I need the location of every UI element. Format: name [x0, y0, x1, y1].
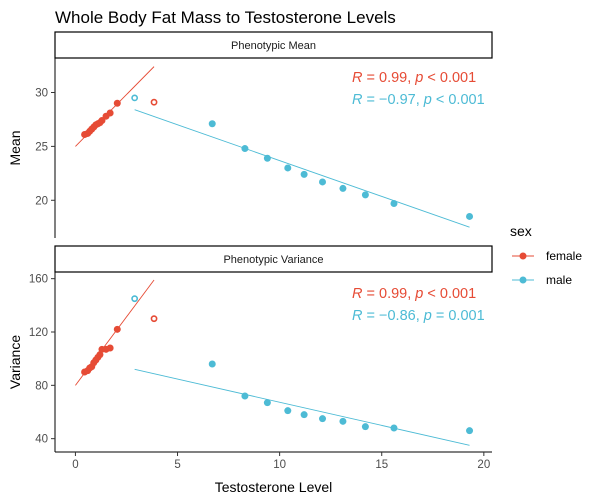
x-axis-title: Testosterone Level — [215, 479, 333, 495]
point-male-variance — [466, 427, 474, 435]
correlation-label-male-mean: R = −0.97, p < 0.001 — [352, 92, 485, 108]
point-male-mean — [263, 154, 271, 162]
point-male-mean — [361, 191, 369, 199]
x-tick-label: 10 — [273, 459, 286, 471]
legend: sex female male — [510, 223, 582, 287]
point-male-mean — [390, 200, 398, 208]
point-male-mean — [319, 178, 327, 186]
correlation-label-male-variance: R = −0.86, p = 0.001 — [352, 308, 485, 324]
y-tick-label-variance: 120 — [29, 327, 48, 339]
point-male-variance — [241, 392, 249, 400]
point-male-mean — [339, 184, 347, 192]
legend-female-label: female — [546, 249, 582, 263]
y-tick-label-variance: 80 — [35, 380, 48, 392]
y-tick-label-mean: 25 — [35, 141, 48, 153]
point-male-mean — [208, 120, 216, 128]
point-male-mean — [300, 170, 308, 178]
point-female-mean — [106, 109, 114, 117]
x-tick-label: 0 — [72, 459, 78, 471]
strip-mean — [54, 31, 493, 59]
strip-label-mean: Phenotypic Mean — [231, 40, 316, 52]
legend-female-marker — [519, 252, 527, 260]
y-tick-label-mean: 30 — [35, 87, 48, 99]
chart-title: Whole Body Fat Mass to Testosterone Leve… — [55, 8, 396, 27]
point-male-variance — [300, 411, 308, 419]
correlation-label-female-variance: R = 0.99, p < 0.001 — [352, 286, 476, 302]
point-male-variance — [339, 417, 347, 425]
point-male-mean — [241, 145, 249, 153]
y-axis-title-mean: Mean — [7, 130, 23, 165]
x-tick-label: 15 — [375, 459, 388, 471]
y-tick-label-variance: 40 — [35, 434, 48, 446]
fit-line-male-mean — [134, 109, 470, 228]
panel-phenotypic-mean: Phenotypic Mean — [54, 31, 493, 59]
point-female-mean — [113, 99, 121, 107]
panel-phenotypic-variance: Phenotypic Variance — [54, 245, 493, 273]
correlation-label-female-mean: R = 0.99, p < 0.001 — [352, 70, 476, 86]
fit-line-male-variance — [134, 368, 470, 446]
strip-label-variance: Phenotypic Variance — [223, 254, 323, 266]
y-axis-title-variance: Variance — [7, 335, 23, 389]
point-female-variance — [96, 351, 104, 359]
x-tick-label: 5 — [174, 459, 180, 471]
y-tick-label-variance: 160 — [29, 274, 48, 286]
point-female-variance — [106, 344, 114, 352]
point-male-variance — [361, 423, 369, 431]
point-female-variance — [113, 325, 121, 333]
point-male-variance — [390, 424, 398, 432]
outlier-male-variance — [131, 295, 139, 303]
plot-area-variance: 40 80 120 160 0 5 10 15 20 R = 0.99, p < 0.001 R =… — [29, 272, 492, 471]
chart-marks: 20 25 30 R = 0.99, p < 0.001 R = −0.97, p < … — [29, 58, 492, 471]
x-tick-label: 20 — [477, 459, 490, 471]
legend-male-marker — [519, 276, 527, 284]
outlier-female-mean — [150, 98, 158, 106]
strip-variance — [54, 245, 493, 273]
legend-title: sex — [510, 223, 532, 239]
point-male-variance — [319, 415, 327, 423]
outlier-male-mean — [131, 94, 139, 102]
point-male-variance — [263, 399, 271, 407]
point-male-mean — [284, 164, 292, 172]
point-male-variance — [208, 360, 216, 368]
point-male-mean — [466, 212, 474, 220]
plot-area-mean: 20 25 30 R = 0.99, p < 0.001 R = −0.97, p < … — [35, 58, 485, 238]
outlier-female-variance — [150, 315, 158, 323]
y-tick-label-mean: 20 — [35, 195, 48, 207]
point-male-variance — [284, 407, 292, 415]
legend-male-label: male — [546, 273, 572, 287]
